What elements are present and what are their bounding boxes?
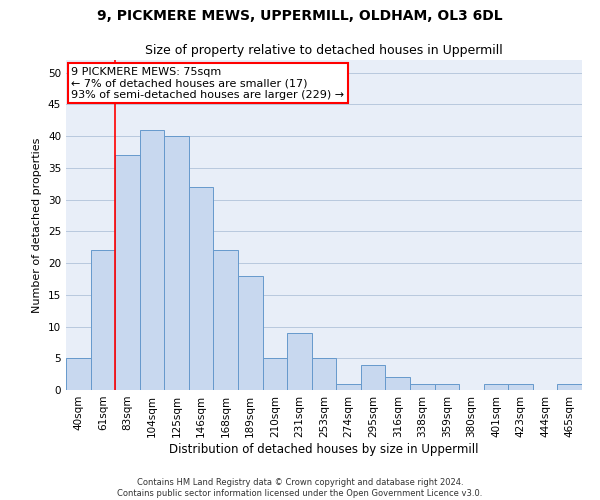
Bar: [189, 187, 214, 390]
Bar: [140, 130, 164, 390]
Bar: [312, 358, 336, 390]
Bar: [410, 384, 434, 390]
Bar: [336, 384, 361, 390]
X-axis label: Distribution of detached houses by size in Uppermill: Distribution of detached houses by size …: [169, 442, 479, 456]
Bar: [91, 250, 115, 390]
Bar: [164, 136, 189, 390]
Y-axis label: Number of detached properties: Number of detached properties: [32, 138, 43, 312]
Bar: [287, 333, 312, 390]
Bar: [263, 358, 287, 390]
Bar: [238, 276, 263, 390]
Bar: [361, 364, 385, 390]
Bar: [484, 384, 508, 390]
Bar: [385, 378, 410, 390]
Text: Contains HM Land Registry data © Crown copyright and database right 2024.
Contai: Contains HM Land Registry data © Crown c…: [118, 478, 482, 498]
Title: Size of property relative to detached houses in Uppermill: Size of property relative to detached ho…: [145, 44, 503, 58]
Text: 9, PICKMERE MEWS, UPPERMILL, OLDHAM, OL3 6DL: 9, PICKMERE MEWS, UPPERMILL, OLDHAM, OL3…: [97, 8, 503, 22]
Bar: [434, 384, 459, 390]
Bar: [557, 384, 582, 390]
Bar: [214, 250, 238, 390]
Bar: [66, 358, 91, 390]
Bar: [508, 384, 533, 390]
Bar: [115, 155, 140, 390]
Text: 9 PICKMERE MEWS: 75sqm
← 7% of detached houses are smaller (17)
93% of semi-deta: 9 PICKMERE MEWS: 75sqm ← 7% of detached …: [71, 66, 344, 100]
